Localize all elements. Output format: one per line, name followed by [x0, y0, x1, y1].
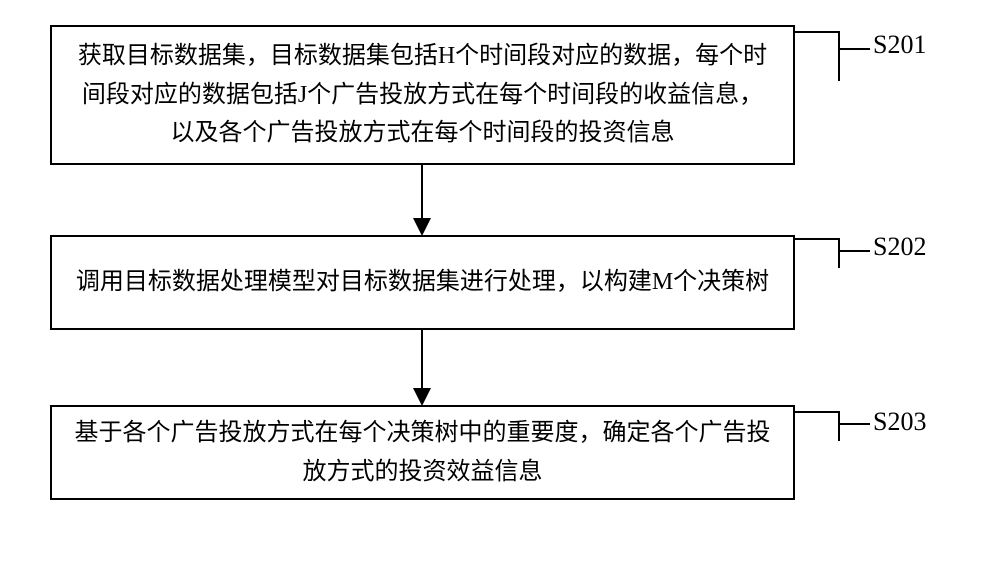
bracket-line: [840, 48, 870, 50]
flowchart-container: 获取目标数据集，目标数据集包括H个时间段对应的数据，每个时间段对应的数据包括J个…: [0, 0, 1000, 562]
flowchart-node-s202: 调用目标数据处理模型对目标数据集进行处理，以构建M个决策树: [50, 235, 795, 330]
flowchart-node-s201: 获取目标数据集，目标数据集包括H个时间段对应的数据，每个时间段对应的数据包括J个…: [50, 25, 795, 165]
node-text: 基于各个广告投放方式在每个决策树中的重要度，确定各个广告投放方式的投资效益信息: [72, 414, 773, 491]
bracket-line: [838, 411, 840, 441]
step-label-s201: S201: [873, 30, 926, 60]
bracket-line: [795, 411, 840, 413]
flowchart-node-s203: 基于各个广告投放方式在每个决策树中的重要度，确定各个广告投放方式的投资效益信息: [50, 405, 795, 500]
node-text: 获取目标数据集，目标数据集包括H个时间段对应的数据，每个时间段对应的数据包括J个…: [72, 37, 773, 152]
arrow-connector: [421, 165, 423, 220]
step-label-s203: S203: [873, 407, 926, 437]
arrow-head-icon: [413, 218, 431, 236]
bracket-line: [840, 423, 870, 425]
bracket-line: [838, 238, 840, 268]
arrow-head-icon: [413, 388, 431, 406]
node-text: 调用目标数据处理模型对目标数据集进行处理，以构建M个决策树: [76, 263, 769, 301]
bracket-line: [840, 250, 870, 252]
step-label-s202: S202: [873, 232, 926, 262]
arrow-connector: [421, 330, 423, 390]
bracket-line: [838, 31, 840, 81]
bracket-line: [795, 238, 840, 240]
bracket-line: [795, 31, 840, 33]
